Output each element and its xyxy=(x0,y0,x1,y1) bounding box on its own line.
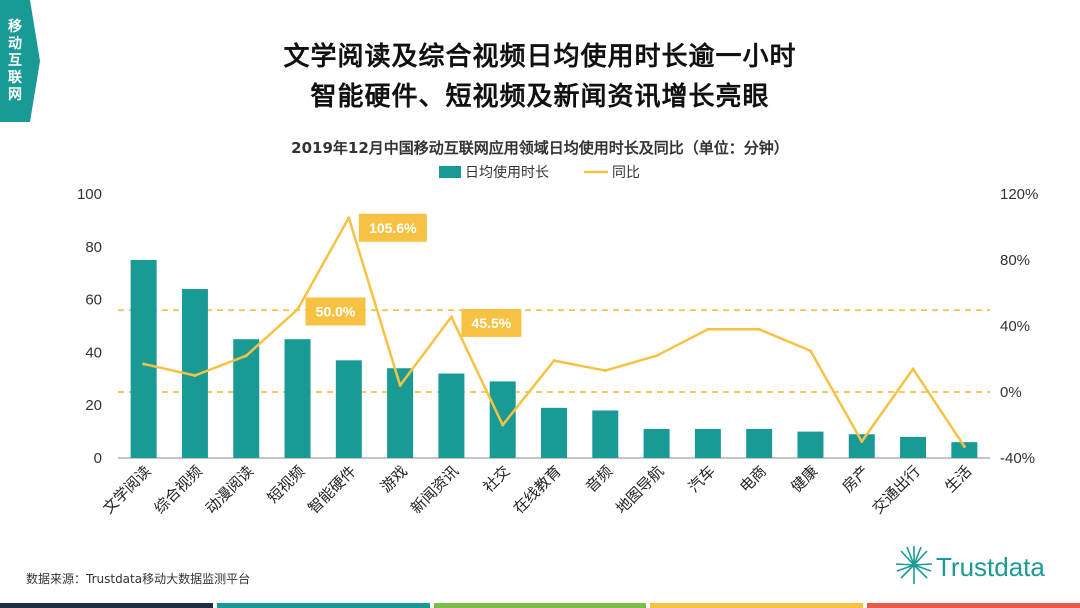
category-label: 生活 xyxy=(941,462,975,496)
left-tick-label: 60 xyxy=(85,292,102,309)
right-tick-label: 0% xyxy=(1000,384,1022,401)
category-label: 健康 xyxy=(787,462,821,496)
yoy-point xyxy=(552,359,556,363)
logo-burst-icon xyxy=(895,546,933,584)
category-label: 在线教育 xyxy=(510,462,565,517)
bar xyxy=(335,360,362,458)
corner-char: 互 xyxy=(8,52,22,69)
category-label: 房产 xyxy=(839,462,873,496)
bar xyxy=(746,428,773,458)
bar xyxy=(900,436,927,458)
footer-bar-segment xyxy=(0,603,213,608)
yoy-point xyxy=(347,216,351,220)
legend-bar-swatch xyxy=(439,166,461,178)
yoy-point xyxy=(808,349,812,353)
headline-line-2: 智能硬件、短视频及新闻资讯增长亮眼 xyxy=(310,82,770,112)
category-label: 地图导航 xyxy=(612,462,667,517)
yoy-point xyxy=(244,354,248,358)
yoy-point xyxy=(193,374,197,377)
yoy-point xyxy=(296,308,300,311)
corner-category-tag: 移 动 互 联 网 xyxy=(0,0,40,122)
category-label: 电商 xyxy=(736,462,770,496)
footer-bar-segment xyxy=(433,603,647,608)
left-tick-label: 20 xyxy=(85,397,102,414)
yoy-point xyxy=(449,315,453,319)
headline-line-1: 文学阅读及综合视频日均使用时长逾一小时 xyxy=(283,42,797,72)
left-tick-label: 80 xyxy=(85,239,102,256)
bar xyxy=(130,260,157,458)
callout-box xyxy=(358,213,427,242)
left-tick-label: 0 xyxy=(94,450,102,467)
category-label: 文学阅读 xyxy=(99,462,154,517)
category-label: 动漫阅读 xyxy=(202,462,257,517)
footer-color-bar xyxy=(0,603,1080,608)
right-tick-label: -40% xyxy=(1000,450,1035,467)
corner-char: 移 xyxy=(8,18,22,35)
callout-label: 50.0% xyxy=(316,304,356,320)
chart-title: 2019年12月中国移动互联网应用领域日均使用时长及同比（单位：分钟） xyxy=(291,139,789,157)
footer-bar-segment xyxy=(650,603,864,608)
source-note: 数据来源：Trustdata移动大数据监测平台 xyxy=(26,572,251,586)
category-label: 社交 xyxy=(480,462,514,496)
right-tick-label: 40% xyxy=(1000,318,1030,335)
category-label: 新闻资讯 xyxy=(407,462,462,517)
bar xyxy=(284,339,311,458)
footer-bar-segment xyxy=(867,603,1080,608)
bar xyxy=(438,373,465,458)
callout-label: 105.6% xyxy=(369,220,417,236)
yoy-point xyxy=(860,440,864,443)
yoy-point xyxy=(398,383,402,387)
bar xyxy=(592,410,619,458)
bar xyxy=(951,442,978,458)
category-label: 游戏 xyxy=(377,462,411,496)
yoy-point xyxy=(962,444,966,448)
bar xyxy=(694,428,721,458)
category-label: 交通出行 xyxy=(869,462,924,517)
left-tick-label: 40 xyxy=(85,344,102,361)
callout-box xyxy=(305,297,366,326)
category-label: 汽车 xyxy=(685,462,719,496)
category-label: 短视频 xyxy=(264,462,309,507)
bar xyxy=(848,434,875,458)
logo-text: Trustdata xyxy=(936,552,1045,582)
category-label: 音频 xyxy=(582,462,616,496)
category-label: 综合视频 xyxy=(151,462,206,517)
legend-bar-label: 日均使用时长 xyxy=(465,164,549,181)
legend-line-label: 同比 xyxy=(612,165,640,181)
footer-bar-segment xyxy=(216,603,430,608)
callout-box xyxy=(461,308,522,337)
yoy-point xyxy=(603,369,607,373)
yoy-point xyxy=(706,327,710,331)
yoy-point xyxy=(655,354,659,358)
bar xyxy=(643,428,670,458)
yoy-point xyxy=(501,423,505,427)
corner-char: 网 xyxy=(8,86,22,103)
bar xyxy=(489,381,516,458)
left-tick-label: 100 xyxy=(77,186,102,203)
callout-label: 45.5% xyxy=(472,315,512,331)
corner-char: 联 xyxy=(8,69,22,86)
yoy-point xyxy=(142,362,146,366)
right-tick-label: 120% xyxy=(1000,186,1038,203)
trustdata-logo: Trustdata xyxy=(895,546,1045,584)
right-tick-label: 80% xyxy=(1000,252,1030,269)
yoy-point xyxy=(911,367,915,371)
corner-char: 动 xyxy=(8,35,22,52)
yoy-point xyxy=(757,327,761,331)
bar xyxy=(541,407,567,458)
category-label: 智能硬件 xyxy=(304,462,359,517)
bar xyxy=(797,431,824,458)
